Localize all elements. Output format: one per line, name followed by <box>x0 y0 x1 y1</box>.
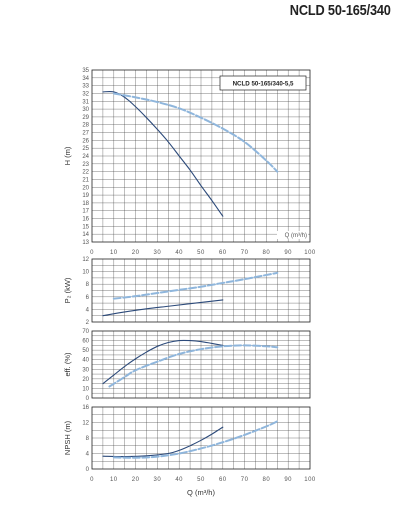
y-tick-label: 22 <box>82 170 89 176</box>
x-tick-label: 30 <box>154 477 162 483</box>
x-tick-label: 0 <box>90 477 94 483</box>
y-tick-label: 28 <box>82 123 89 129</box>
efficiency-panel: 0 10 20 30 40 50 60 70 eff. (%) <box>63 329 311 402</box>
y-tick-label: 12 <box>82 421 89 427</box>
y-tick-label: 19 <box>82 193 89 199</box>
x-tick-label: 70 <box>241 477 249 483</box>
head-series-solid-line <box>102 90 224 217</box>
y-tick-label: 30 <box>82 107 89 113</box>
y-tick-label: 34 <box>82 76 89 82</box>
y-axis-label: P₂ (kW) <box>63 277 72 303</box>
y-tick-label: 6 <box>86 295 90 301</box>
y-tick-label: 16 <box>82 405 89 411</box>
power-series-dashed-line <box>112 271 279 300</box>
x-tick-label: 20 <box>132 250 140 256</box>
efficiency-series-solid-line <box>102 339 224 385</box>
y-tick-label: 60 <box>82 339 89 345</box>
power-panel: 2 4 6 8 10 12 P₂ (kW) <box>63 257 311 326</box>
y-tick-label: 35 <box>82 68 89 74</box>
plot-frame <box>91 406 311 470</box>
y-axis-label: H (m) <box>63 146 72 165</box>
x-tick-label: 80 <box>263 250 271 256</box>
npsh-series-solid-line <box>102 426 224 458</box>
y-tick-label: 2 <box>86 320 90 326</box>
y-tick-label: 33 <box>82 84 89 90</box>
y-tick-label: 23 <box>82 162 89 168</box>
x-tick-label: 40 <box>175 477 183 483</box>
plot-frame <box>91 69 311 243</box>
x-tick-label: 90 <box>284 250 292 256</box>
x-axis-label: Q (m³/h) <box>187 488 215 497</box>
x-tick-label: 80 <box>263 477 271 483</box>
y-tick-label: 20 <box>82 377 89 383</box>
x-tick-label: 20 <box>132 477 140 483</box>
y-tick-label: 10 <box>82 386 89 392</box>
y-tick-label: 24 <box>82 154 89 160</box>
y-tick-label: 8 <box>86 282 90 288</box>
x-tick-label: 90 <box>284 477 292 483</box>
y-tick-label: 0 <box>86 467 90 473</box>
y-tick-label: 15 <box>82 224 89 230</box>
y-tick-label: 27 <box>82 131 89 137</box>
y-tick-label: 50 <box>82 348 89 354</box>
y-tick-label: 16 <box>82 217 89 223</box>
plot-frame <box>91 258 311 323</box>
y-tick-label: 30 <box>82 367 89 373</box>
legend-label: NCLD 50-165/340-5,5 <box>233 81 294 88</box>
y-axis-label: NPSH (m) <box>63 420 72 455</box>
power-series-solid-line <box>102 299 224 317</box>
y-tick-label: 0 <box>86 396 90 402</box>
y-tick-label: 25 <box>82 146 89 152</box>
y-tick-label: 13 <box>82 240 89 246</box>
y-tick-label: 8 <box>86 436 90 442</box>
page-title: NCLD 50-165/340 <box>290 2 391 19</box>
x-tick-label: 60 <box>219 250 227 256</box>
unit-label: Q (m³/h) <box>285 233 307 239</box>
x-tick-label: 100 <box>304 250 316 256</box>
x-tick-label: 70 <box>241 250 249 256</box>
x-tick-label: 50 <box>197 477 205 483</box>
y-tick-label: 4 <box>86 452 90 458</box>
plot-frame <box>91 330 311 399</box>
npsh-panel: 0 4 8 12 16 NPSH (m) 0 10 20 30 40 50 60 70 80 90 100 Q (… <box>63 405 316 497</box>
y-tick-label: 20 <box>82 185 89 191</box>
x-tick-label: 50 <box>197 250 205 256</box>
y-tick-label: 10 <box>82 270 89 276</box>
y-tick-label: 31 <box>82 99 89 105</box>
x-tick-label: 100 <box>304 477 316 483</box>
x-tick-label: 10 <box>110 477 118 483</box>
y-tick-label: 21 <box>82 177 89 183</box>
y-axis-label: eff. (%) <box>63 352 72 377</box>
y-tick-label: 26 <box>82 138 89 144</box>
unit-label-bg <box>277 231 308 239</box>
npsh-series-dashed-line <box>112 420 279 459</box>
y-tick-label: 29 <box>82 115 89 121</box>
efficiency-series-dashed-line <box>108 344 279 388</box>
y-tick-label: 40 <box>82 358 89 364</box>
x-tick-label: 10 <box>110 250 118 256</box>
head-series-dashed-line <box>112 92 279 173</box>
y-tick-label: 70 <box>82 329 89 335</box>
y-tick-label: 17 <box>82 209 89 215</box>
x-tick-label: 40 <box>175 250 183 256</box>
y-tick-label: 32 <box>82 91 89 97</box>
y-tick-label: 18 <box>82 201 89 207</box>
y-tick-label: 14 <box>82 232 89 238</box>
x-tick-label: 0 <box>90 250 94 256</box>
y-tick-label: 12 <box>82 257 89 263</box>
x-tick-label: 30 <box>154 250 162 256</box>
x-tick-label: 60 <box>219 477 227 483</box>
y-tick-label: 4 <box>86 307 90 313</box>
legend-box <box>219 75 307 91</box>
